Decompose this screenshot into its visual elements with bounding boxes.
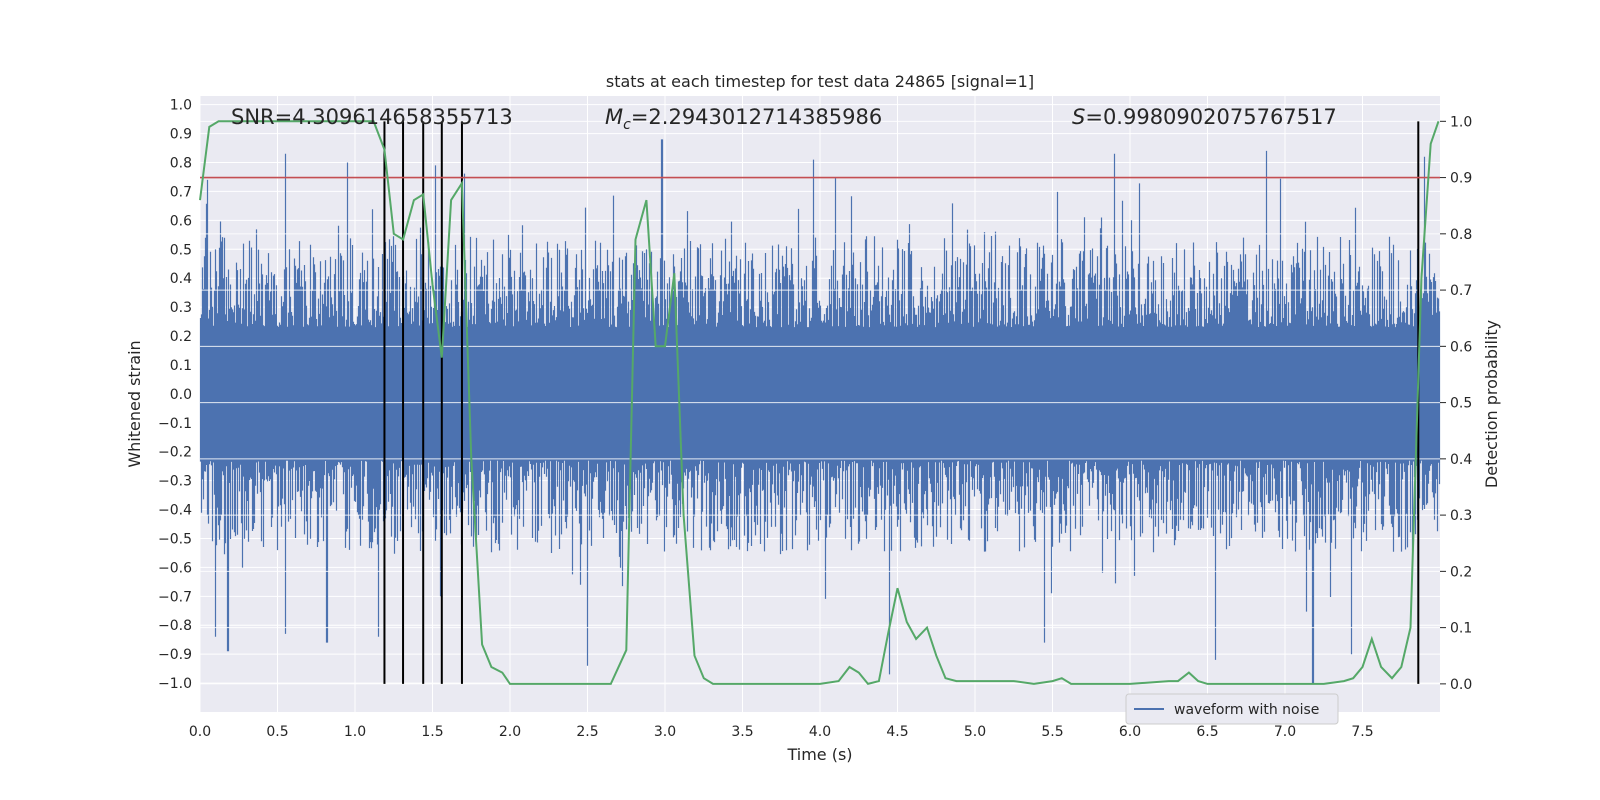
y-tick-label: 0.4	[170, 271, 192, 287]
x-tick-label: 0.0	[189, 724, 211, 740]
x-tick-label: 4.5	[886, 724, 908, 740]
y2-tick-label: 0.3	[1450, 508, 1472, 524]
x-axis-label: Time (s)	[786, 745, 852, 764]
x-tick-label: 6.5	[1196, 724, 1218, 740]
x-tick-label: 7.5	[1351, 724, 1373, 740]
y2-tick-label: 0.0	[1450, 677, 1472, 693]
probability-line	[199, 120, 1440, 686]
y2-tick-label: 0.2	[1450, 564, 1472, 580]
y-tick-label: 0.8	[170, 156, 192, 172]
y2-axis-label: Detection probability	[1482, 320, 1501, 488]
y-tick-label: −1.0	[158, 676, 192, 692]
y2-axis-ticks: 1.0 0.9 0.8 0.7 0.6 0.5 0.4 0.3 0.2 0.1 0.0	[1440, 114, 1472, 693]
y-tick-label: −0.8	[158, 618, 192, 634]
y-tick-label: 0.7	[170, 184, 192, 200]
x-tick-label: 2.0	[499, 724, 521, 740]
y-tick-label: 0.5	[170, 242, 192, 258]
y-tick-label: 0.9	[170, 127, 192, 143]
x-tick-label: 4.0	[809, 724, 831, 740]
snr-annotation: SNR=4.309614658355713	[231, 105, 513, 129]
y-tick-label: −0.5	[158, 531, 192, 547]
y2-tick-label: 0.7	[1450, 283, 1472, 299]
x-tick-label: 3.0	[654, 724, 676, 740]
x-tick-label: 0.5	[266, 724, 288, 740]
x-tick-label: 7.0	[1274, 724, 1296, 740]
x-axis-ticks: 0.0 0.5 1.0 1.5 2.0 2.5 3.0 3.5 4.0 4.5 5.0 5.5 6.0 6…	[189, 724, 1374, 740]
y2-tick-label: 0.6	[1450, 339, 1472, 355]
y2-tick-label: 0.9	[1450, 171, 1472, 187]
legend-label: waveform with noise	[1174, 702, 1319, 718]
x-tick-label: 1.0	[344, 724, 366, 740]
legend: waveform with noise	[1125, 693, 1339, 725]
y-tick-label: −0.3	[158, 474, 192, 490]
x-tick-label: 2.5	[576, 724, 598, 740]
detection-probability-series	[199, 120, 1440, 686]
y-tick-label: −0.4	[158, 503, 192, 519]
y-tick-label: −0.6	[158, 560, 192, 576]
mc-annotation: Mc=2.2943012714385986	[605, 105, 882, 133]
x-tick-label: 5.0	[964, 724, 986, 740]
y-tick-label: −0.2	[158, 445, 192, 461]
x-tick-label: 1.5	[421, 724, 443, 740]
y-tick-label: 0.2	[170, 329, 192, 345]
y2-tick-label: 0.5	[1450, 396, 1472, 412]
x-tick-label: 5.5	[1041, 724, 1063, 740]
y-axis-ticks: 1.0 0.9 0.8 0.7 0.6 0.5 0.4 0.3 0.2 0.1 0.0 −0.1 −0.…	[158, 98, 192, 692]
y2-tick-label: 0.8	[1450, 227, 1472, 243]
y2-tick-label: 0.4	[1450, 452, 1472, 468]
y-tick-label: −0.9	[158, 647, 192, 663]
y-tick-label: 0.3	[170, 300, 192, 316]
y-tick-label: 0.0	[170, 387, 192, 403]
x-tick-label: 3.5	[731, 724, 753, 740]
y-tick-label: 0.1	[170, 358, 192, 374]
waveform-trace	[199, 124, 1441, 684]
y-axis-label: Whitened strain	[125, 340, 144, 467]
y2-tick-label: 0.1	[1450, 621, 1472, 637]
y2-tick-label: 1.0	[1450, 114, 1472, 130]
y-tick-label: 1.0	[170, 98, 192, 114]
y-tick-label: 0.6	[170, 213, 192, 229]
x-tick-label: 6.0	[1119, 724, 1141, 740]
y-tick-label: −0.7	[158, 589, 192, 605]
s-annotation: S=0.9980902075767517	[1072, 105, 1337, 129]
chart-title: stats at each timestep for test data 248…	[606, 72, 1034, 91]
legend-box	[1125, 693, 1339, 725]
y-tick-label: −0.1	[158, 416, 192, 432]
